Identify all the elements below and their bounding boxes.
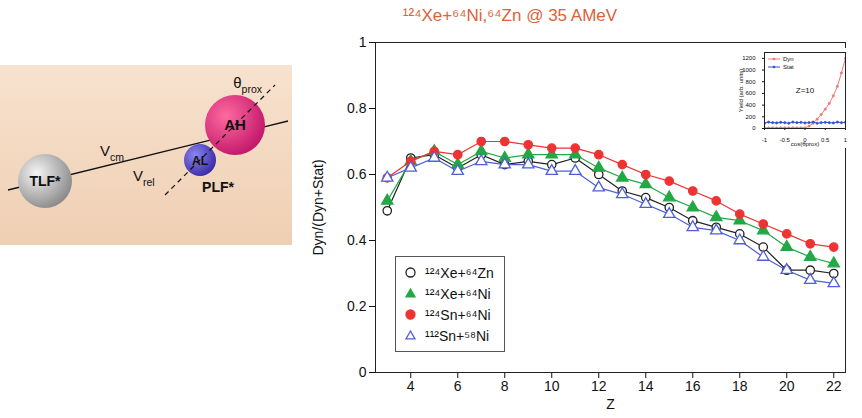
html-text:¹¹²Sn+⁵⁸Ni: ¹¹²Sn+⁵⁸Ni — [425, 327, 490, 344]
svg-text:600: 600 — [745, 90, 756, 96]
svg-text:Vcm: Vcm — [100, 142, 124, 163]
html-text:¹²⁴Xe+⁶⁴Ni,⁶⁴Zn @ 35 AMeV: ¹²⁴Xe+⁶⁴Ni,⁶⁴Zn @ 35 AMeV — [402, 6, 618, 25]
svg-text:0.2: 0.2 — [347, 298, 367, 314]
html-text:Dyn: Dyn — [783, 56, 794, 62]
svg-text:1200: 1200 — [742, 55, 756, 61]
svg-text:800: 800 — [745, 79, 756, 85]
svg-text:10: 10 — [544, 378, 560, 394]
svg-text:1000: 1000 — [742, 67, 756, 73]
svg-text:22: 22 — [826, 378, 842, 394]
html-text:¹²⁴Sn+⁶⁴Ni: ¹²⁴Sn+⁶⁴Ni — [425, 306, 491, 323]
svg-text:8: 8 — [501, 378, 509, 394]
svg-text:Dyn/(Dyn+Stat): Dyn/(Dyn+Stat) — [310, 159, 326, 255]
svg-text:12: 12 — [591, 378, 607, 394]
svg-text:Vrel: Vrel — [133, 167, 155, 188]
svg-text:0.8: 0.8 — [347, 100, 367, 116]
svg-text:cos(θprox): cos(θprox) — [791, 141, 819, 147]
svg-text:Z=10: Z=10 — [796, 86, 815, 95]
svg-text:1: 1 — [359, 34, 367, 50]
svg-text:4: 4 — [407, 378, 415, 394]
svg-text:TLF*: TLF* — [29, 173, 61, 189]
svg-text:16: 16 — [685, 378, 701, 394]
svg-text:Yield (arb. units): Yield (arb. units) — [738, 69, 744, 112]
html-text:Stat: Stat — [783, 64, 794, 70]
svg-text:Z: Z — [606, 396, 615, 412]
svg-text:PLF*: PLF* — [202, 179, 234, 195]
svg-text:0.6: 0.6 — [347, 166, 367, 182]
html-text:¹²⁴Xe+⁶⁴Zn: ¹²⁴Xe+⁶⁴Zn — [425, 264, 494, 281]
svg-text:1: 1 — [844, 137, 848, 143]
svg-text:6: 6 — [454, 378, 462, 394]
svg-text:14: 14 — [638, 378, 654, 394]
svg-text:-0.5: -0.5 — [780, 137, 791, 143]
svg-text:0.4: 0.4 — [347, 232, 367, 248]
html-text:¹²⁴Xe+⁶⁴Ni: ¹²⁴Xe+⁶⁴Ni — [425, 285, 491, 302]
svg-text:400: 400 — [745, 102, 756, 108]
svg-text:AL: AL — [192, 154, 208, 168]
svg-text:0: 0 — [752, 125, 756, 131]
svg-text:AH: AH — [224, 116, 246, 133]
svg-text:18: 18 — [732, 378, 748, 394]
svg-text:0.5: 0.5 — [821, 137, 830, 143]
svg-text:20: 20 — [779, 378, 795, 394]
svg-text:θprox: θprox — [233, 74, 263, 95]
svg-text:-1: -1 — [762, 137, 768, 143]
svg-text:0: 0 — [359, 364, 367, 380]
svg-text:200: 200 — [745, 114, 756, 120]
